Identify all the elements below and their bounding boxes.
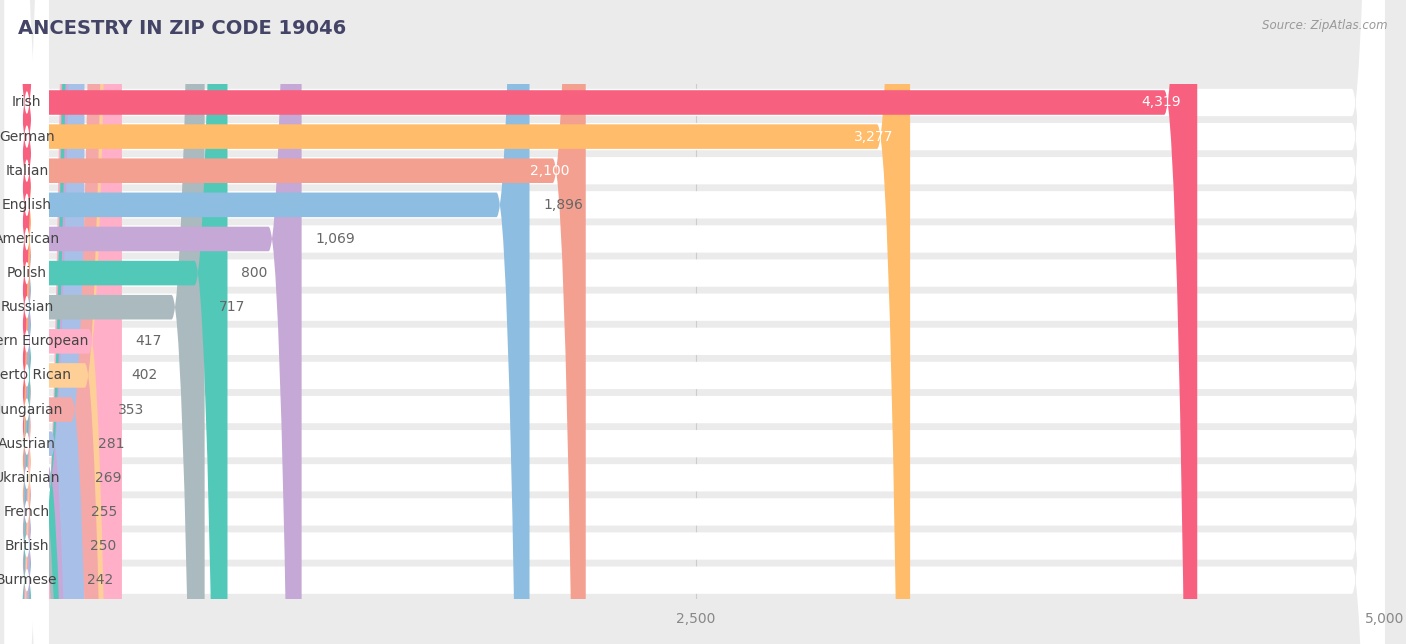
Text: Hungarian: Hungarian [0, 402, 63, 417]
FancyBboxPatch shape [4, 0, 49, 644]
FancyBboxPatch shape [4, 0, 49, 644]
FancyBboxPatch shape [7, 0, 118, 644]
Text: 269: 269 [96, 471, 121, 485]
Text: 717: 717 [218, 300, 245, 314]
FancyBboxPatch shape [7, 0, 302, 644]
FancyBboxPatch shape [4, 0, 49, 644]
FancyBboxPatch shape [7, 0, 1385, 644]
Text: Source: ZipAtlas.com: Source: ZipAtlas.com [1263, 19, 1388, 32]
Text: 2,100: 2,100 [530, 164, 569, 178]
FancyBboxPatch shape [7, 0, 1385, 644]
FancyBboxPatch shape [7, 0, 76, 644]
FancyBboxPatch shape [4, 0, 49, 644]
FancyBboxPatch shape [7, 0, 1385, 644]
FancyBboxPatch shape [7, 0, 1385, 644]
FancyBboxPatch shape [7, 0, 205, 644]
Text: 417: 417 [136, 334, 162, 348]
FancyBboxPatch shape [7, 0, 1198, 644]
FancyBboxPatch shape [7, 0, 1385, 644]
Text: 281: 281 [98, 437, 125, 451]
FancyBboxPatch shape [4, 0, 49, 644]
Text: Austrian: Austrian [0, 437, 56, 451]
Text: Puerto Rican: Puerto Rican [0, 368, 70, 383]
FancyBboxPatch shape [7, 0, 1385, 644]
FancyBboxPatch shape [7, 0, 1385, 644]
Text: 1,896: 1,896 [543, 198, 583, 212]
Text: German: German [0, 129, 55, 144]
FancyBboxPatch shape [7, 0, 910, 644]
FancyBboxPatch shape [7, 0, 530, 644]
Text: Burmese: Burmese [0, 573, 58, 587]
FancyBboxPatch shape [7, 0, 84, 644]
FancyBboxPatch shape [4, 0, 49, 644]
FancyBboxPatch shape [7, 0, 228, 644]
FancyBboxPatch shape [4, 0, 49, 644]
Text: American: American [0, 232, 60, 246]
Text: 3,277: 3,277 [855, 129, 894, 144]
Text: British: British [4, 539, 49, 553]
Text: Irish: Irish [13, 95, 42, 109]
FancyBboxPatch shape [7, 0, 1385, 644]
FancyBboxPatch shape [4, 0, 49, 644]
FancyBboxPatch shape [7, 0, 104, 644]
FancyBboxPatch shape [7, 0, 1385, 644]
Text: 242: 242 [87, 573, 114, 587]
Text: Ukrainian: Ukrainian [0, 471, 60, 485]
FancyBboxPatch shape [7, 0, 1385, 644]
FancyBboxPatch shape [4, 0, 49, 644]
Text: ANCESTRY IN ZIP CODE 19046: ANCESTRY IN ZIP CODE 19046 [18, 19, 346, 39]
FancyBboxPatch shape [7, 0, 77, 644]
Text: Eastern European: Eastern European [0, 334, 89, 348]
Text: Italian: Italian [6, 164, 48, 178]
Text: 402: 402 [132, 368, 157, 383]
FancyBboxPatch shape [7, 0, 82, 644]
FancyBboxPatch shape [7, 0, 73, 644]
FancyBboxPatch shape [4, 0, 49, 644]
Text: Russian: Russian [0, 300, 53, 314]
FancyBboxPatch shape [7, 0, 1385, 644]
FancyBboxPatch shape [7, 0, 122, 644]
FancyBboxPatch shape [7, 0, 1385, 644]
FancyBboxPatch shape [7, 0, 586, 644]
FancyBboxPatch shape [4, 0, 49, 644]
Text: 4,319: 4,319 [1142, 95, 1181, 109]
Text: 255: 255 [91, 505, 117, 519]
FancyBboxPatch shape [7, 0, 1385, 644]
FancyBboxPatch shape [7, 0, 1385, 644]
Text: Polish: Polish [7, 266, 46, 280]
Text: 1,069: 1,069 [315, 232, 356, 246]
FancyBboxPatch shape [4, 0, 49, 644]
Text: 353: 353 [118, 402, 145, 417]
Text: 800: 800 [242, 266, 267, 280]
Text: French: French [4, 505, 51, 519]
Text: 250: 250 [90, 539, 115, 553]
FancyBboxPatch shape [4, 0, 49, 644]
FancyBboxPatch shape [7, 0, 1385, 644]
Text: English: English [1, 198, 52, 212]
FancyBboxPatch shape [4, 0, 49, 644]
FancyBboxPatch shape [4, 0, 49, 644]
